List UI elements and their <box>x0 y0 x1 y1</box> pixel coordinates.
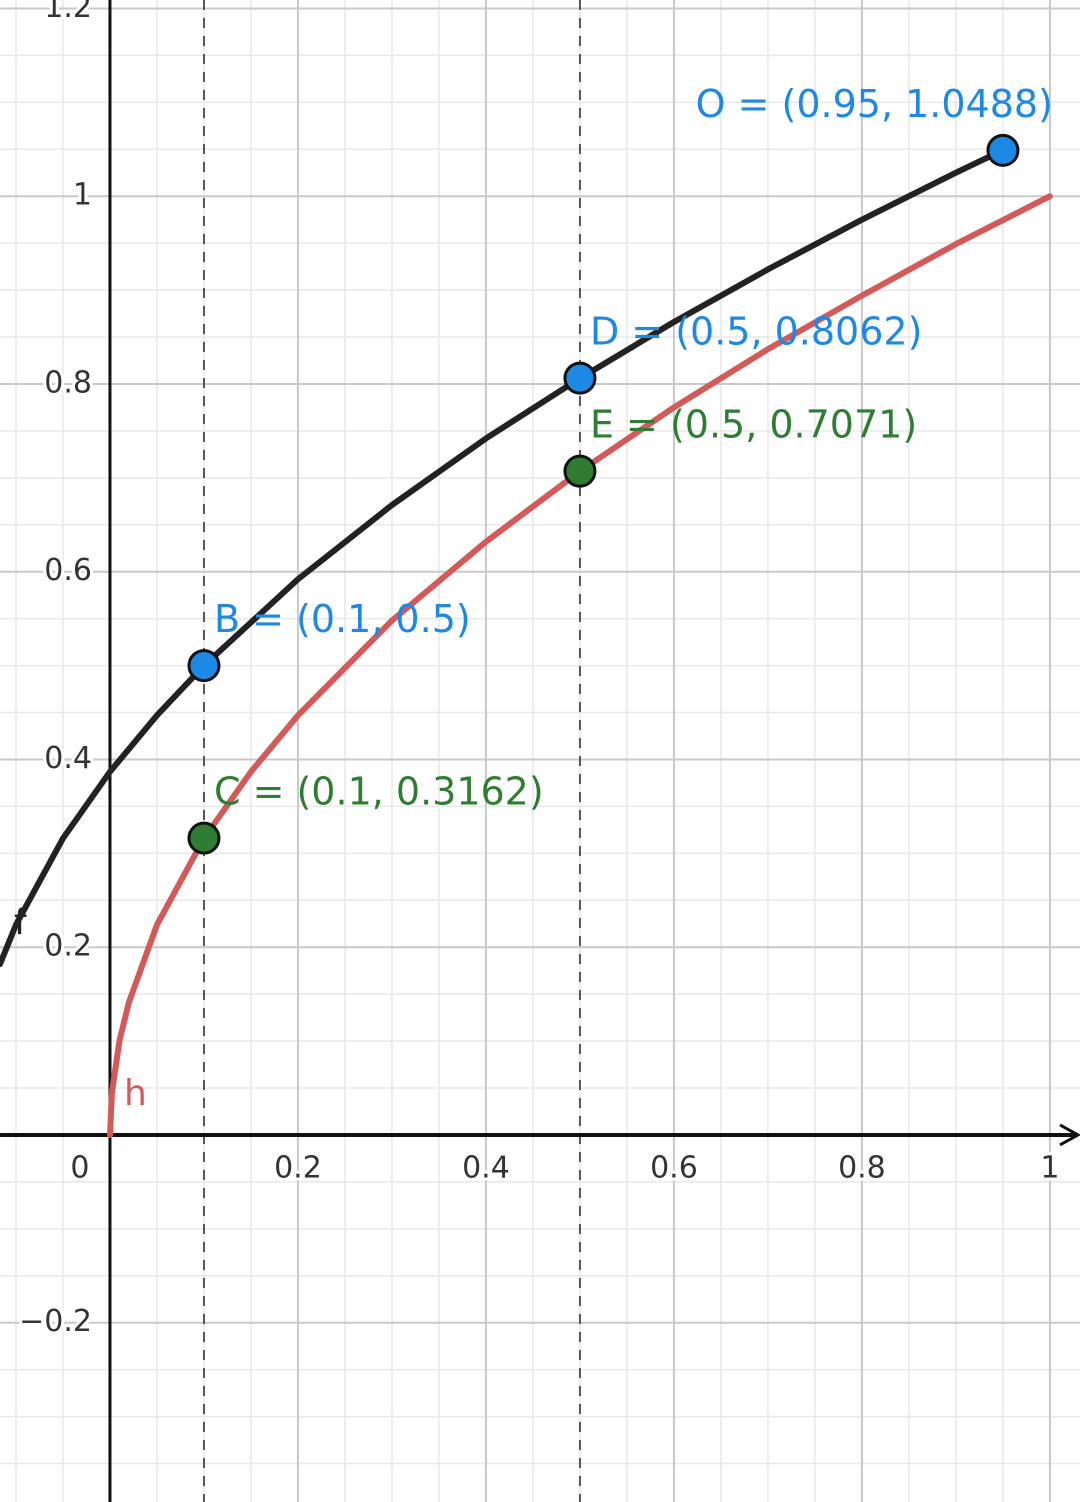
point <box>187 649 221 683</box>
point <box>986 133 1020 167</box>
x-tick-label: 0.4 <box>462 1150 510 1185</box>
point-label: D = (0.5, 0.8062) <box>590 310 922 354</box>
x-tick-label: 0.6 <box>650 1150 698 1185</box>
y-tick-label: 1.2 <box>44 0 92 25</box>
x-tick-label: 0.8 <box>838 1150 886 1185</box>
x-tick-label: 0 <box>70 1150 89 1185</box>
x-tick-label: 1 <box>1040 1150 1059 1185</box>
point-label: C = (0.1, 0.3162) <box>214 770 544 814</box>
point <box>187 821 221 855</box>
x-tick-label: 0.2 <box>274 1150 322 1185</box>
x-axis-arrow <box>1059 1123 1080 1147</box>
y-tick-label: 0.2 <box>44 929 92 964</box>
curve-label: h <box>124 1073 147 1114</box>
points: O = (0.95, 1.0488) D = (0.5, 0.8062) E = (… <box>187 82 1053 855</box>
point <box>563 454 597 488</box>
point <box>563 361 597 395</box>
point-label: B = (0.1, 0.5) <box>214 597 471 641</box>
curve-label: f <box>14 902 28 943</box>
point-label: O = (0.95, 1.0488) <box>696 82 1053 126</box>
y-tick-label: 0.6 <box>44 553 92 588</box>
y-tick-label: 0.8 <box>44 365 92 400</box>
curve <box>107 193 1053 1138</box>
curves: fh <box>0 147 1053 1138</box>
curve <box>0 147 1006 968</box>
y-tick-label: −0.2 <box>19 1304 92 1339</box>
y-tick-label: 1 <box>73 178 92 213</box>
point-label: E = (0.5, 0.7071) <box>590 403 917 447</box>
y-tick-label: 0.4 <box>44 741 92 776</box>
